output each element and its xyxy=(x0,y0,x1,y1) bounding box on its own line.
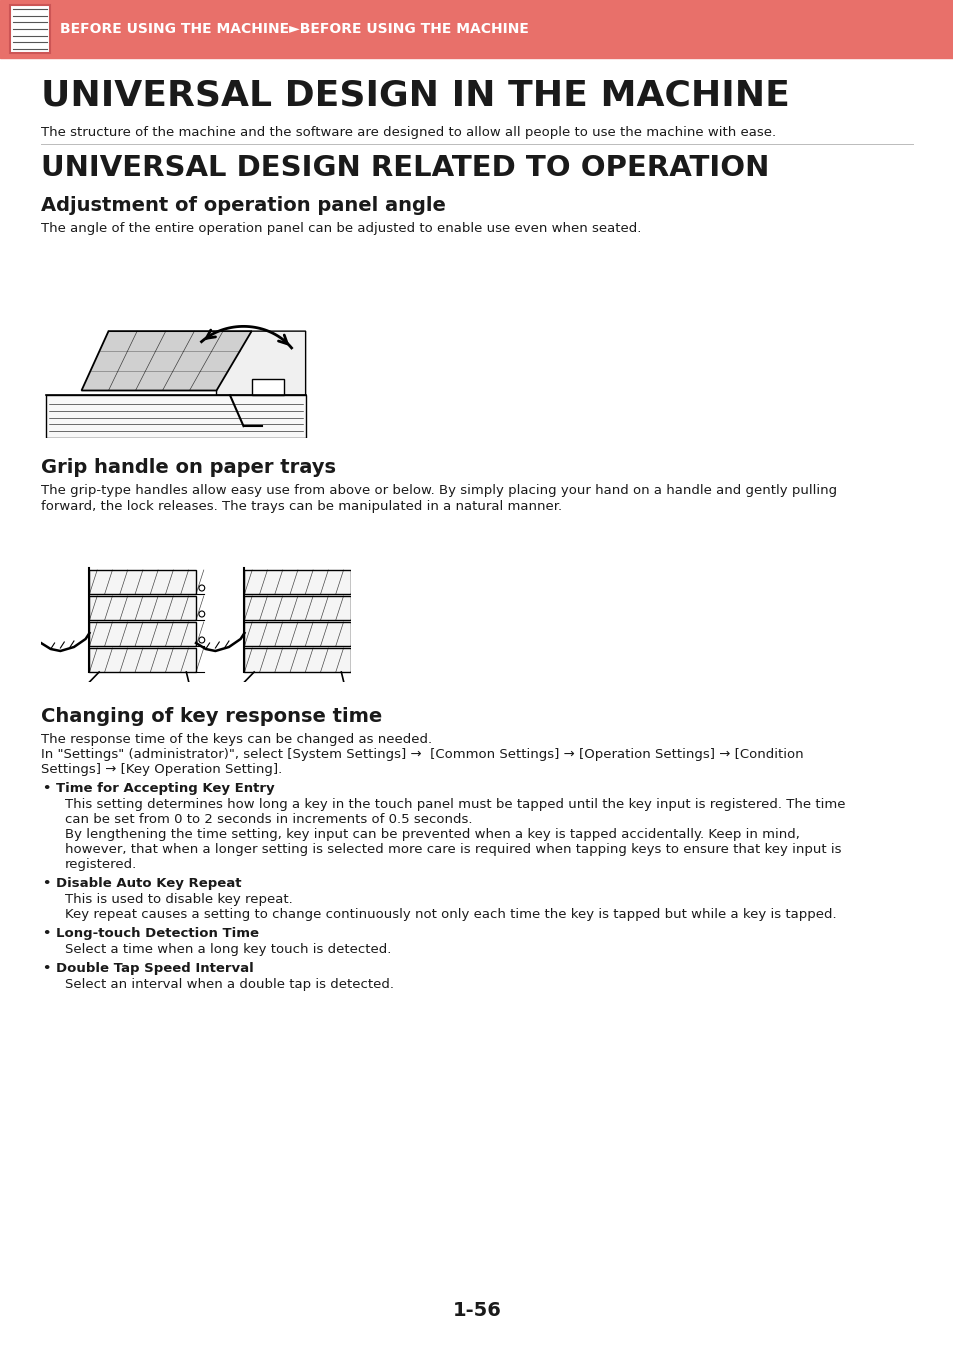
Text: can be set from 0 to 2 seconds in increments of 0.5 seconds.: can be set from 0 to 2 seconds in increm… xyxy=(65,813,472,826)
Text: Changing of key response time: Changing of key response time xyxy=(41,707,382,726)
Text: The grip-type handles allow easy use from above or below. By simply placing your: The grip-type handles allow easy use fro… xyxy=(41,485,837,497)
Text: Adjustment of operation panel angle: Adjustment of operation panel angle xyxy=(41,196,445,215)
Polygon shape xyxy=(244,648,351,672)
Text: This is used to disable key repeat.: This is used to disable key repeat. xyxy=(65,892,293,906)
FancyBboxPatch shape xyxy=(10,5,50,53)
Polygon shape xyxy=(47,396,305,437)
Text: • Long-touch Detection Time: • Long-touch Detection Time xyxy=(43,927,259,940)
Text: registered.: registered. xyxy=(65,859,137,871)
Text: • Time for Accepting Key Entry: • Time for Accepting Key Entry xyxy=(43,782,274,795)
Polygon shape xyxy=(90,570,195,594)
Polygon shape xyxy=(90,595,195,620)
Text: 1-56: 1-56 xyxy=(452,1300,501,1319)
Text: The angle of the entire operation panel can be adjusted to enable use even when : The angle of the entire operation panel … xyxy=(41,221,640,235)
Text: however, that when a longer setting is selected more care is required when tappi: however, that when a longer setting is s… xyxy=(65,842,841,856)
Polygon shape xyxy=(244,595,351,620)
Text: UNIVERSAL DESIGN RELATED TO OPERATION: UNIVERSAL DESIGN RELATED TO OPERATION xyxy=(41,154,768,182)
Text: BEFORE USING THE MACHINE►BEFORE USING THE MACHINE: BEFORE USING THE MACHINE►BEFORE USING TH… xyxy=(60,22,528,36)
Text: Grip handle on paper trays: Grip handle on paper trays xyxy=(41,458,335,477)
Text: forward, the lock releases. The trays can be manipulated in a natural manner.: forward, the lock releases. The trays ca… xyxy=(41,500,561,513)
Text: Settings] → [Key Operation Setting].: Settings] → [Key Operation Setting]. xyxy=(41,763,282,776)
Text: Select a time when a long key touch is detected.: Select a time when a long key touch is d… xyxy=(65,944,391,956)
Text: The structure of the machine and the software are designed to allow all people t: The structure of the machine and the sof… xyxy=(41,126,776,139)
Bar xyxy=(0,0,953,58)
Polygon shape xyxy=(81,331,252,390)
Polygon shape xyxy=(244,622,351,647)
Text: • Double Tap Speed Interval: • Double Tap Speed Interval xyxy=(43,963,253,975)
Text: The response time of the keys can be changed as needed.: The response time of the keys can be cha… xyxy=(41,733,432,747)
Polygon shape xyxy=(244,570,351,594)
Polygon shape xyxy=(90,648,195,672)
Text: Key repeat causes a setting to change continuously not only each time the key is: Key repeat causes a setting to change co… xyxy=(65,909,836,921)
Polygon shape xyxy=(252,378,284,396)
Text: In "Settings" (administrator)", select [System Settings] →  [Common Settings] → : In "Settings" (administrator)", select [… xyxy=(41,748,802,761)
Text: This setting determines how long a key in the touch panel must be tapped until t: This setting determines how long a key i… xyxy=(65,798,844,811)
Text: By lengthening the time setting, key input can be prevented when a key is tapped: By lengthening the time setting, key inp… xyxy=(65,828,799,841)
Text: Select an interval when a double tap is detected.: Select an interval when a double tap is … xyxy=(65,977,394,991)
Polygon shape xyxy=(90,622,195,647)
Text: UNIVERSAL DESIGN IN THE MACHINE: UNIVERSAL DESIGN IN THE MACHINE xyxy=(41,78,789,112)
Polygon shape xyxy=(216,331,305,396)
Text: • Disable Auto Key Repeat: • Disable Auto Key Repeat xyxy=(43,878,241,890)
